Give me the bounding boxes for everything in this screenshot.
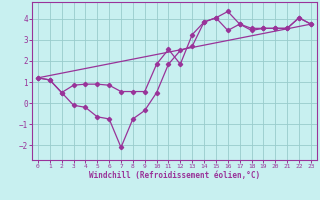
X-axis label: Windchill (Refroidissement éolien,°C): Windchill (Refroidissement éolien,°C)	[89, 171, 260, 180]
